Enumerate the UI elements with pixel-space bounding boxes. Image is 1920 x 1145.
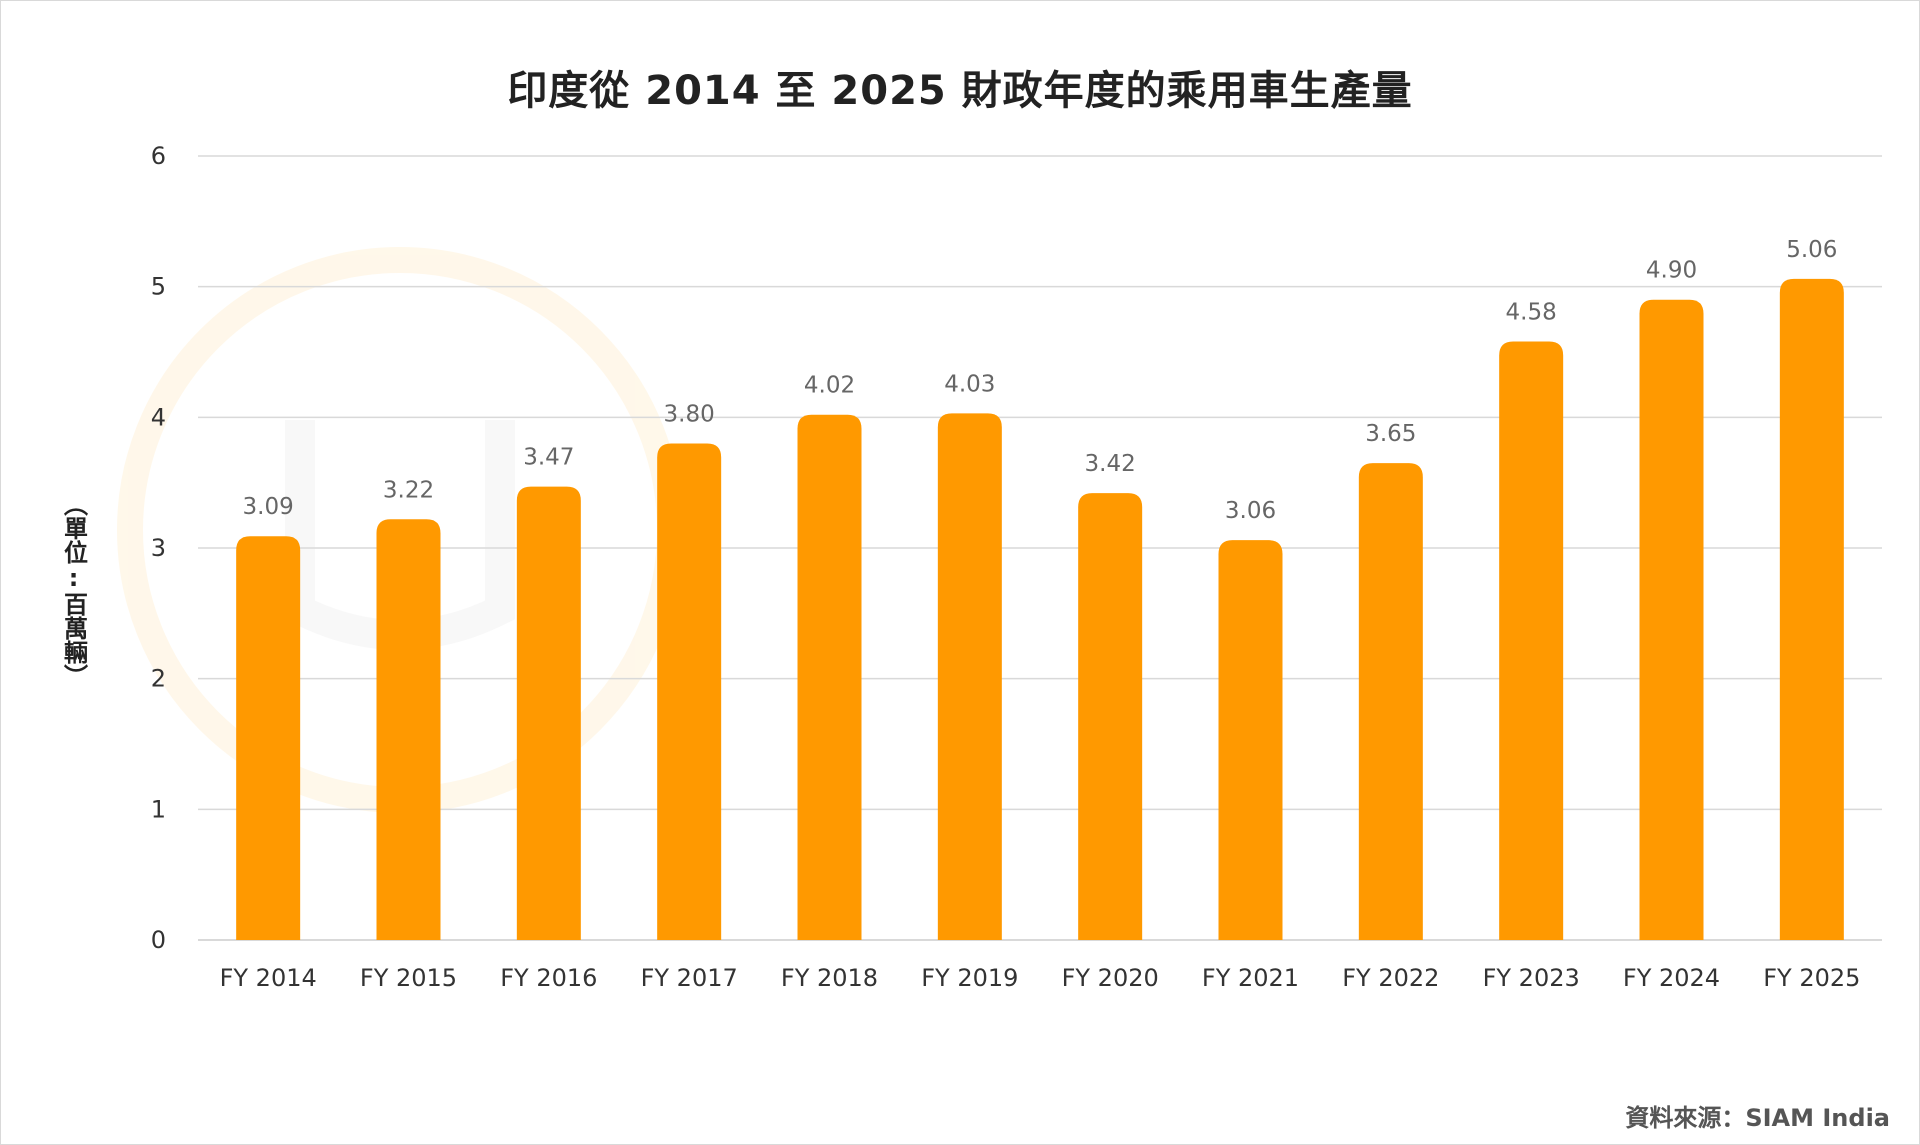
x-tick-label: FY 2017 — [641, 964, 738, 992]
y-tick-label: 5 — [151, 273, 166, 301]
x-tick-label: FY 2022 — [1342, 964, 1439, 992]
x-tick-label: FY 2024 — [1623, 964, 1720, 992]
x-tick-label: FY 2020 — [1062, 964, 1159, 992]
chart-title: 印度從 2014 至 2025 財政年度的乘用車生產量 — [507, 68, 1413, 114]
y-tick-label: 2 — [151, 665, 166, 693]
x-tick-label: FY 2014 — [220, 964, 317, 992]
data-label: 3.80 — [664, 401, 715, 427]
data-label: 3.65 — [1365, 421, 1416, 447]
data-label: 3.22 — [383, 477, 434, 503]
bar — [1779, 278, 1844, 940]
gridlines — [198, 155, 1882, 941]
y-tick-labels: 0 1 2 3 4 5 6 — [151, 142, 166, 954]
bar — [516, 486, 581, 940]
bar — [937, 413, 1002, 940]
data-label: 5.06 — [1786, 237, 1837, 263]
y-tick-label: 4 — [151, 403, 166, 431]
source-note: 資料來源：SIAM India — [1625, 1104, 1890, 1132]
bar — [797, 414, 862, 941]
bar — [1499, 341, 1564, 941]
x-tick-labels: FY 2014 FY 2015 FY 2016 FY 2017 FY 2018 FY 20… — [220, 964, 1861, 992]
y-axis-label: （單位:百萬輛） — [59, 492, 88, 688]
y-tick-label: 3 — [151, 534, 166, 562]
data-labels: 3.09 3.22 3.47 3.80 4.02 4.03 3.42 3.06 3.65 4.58… — [243, 237, 1838, 524]
bar — [657, 443, 722, 940]
bar — [1639, 299, 1704, 940]
bar — [1078, 493, 1143, 940]
x-tick-label: FY 2016 — [500, 964, 597, 992]
bar — [1358, 463, 1423, 940]
x-tick-label: FY 2015 — [360, 964, 457, 992]
x-tick-label: FY 2021 — [1202, 964, 1299, 992]
x-tick-label: FY 2018 — [781, 964, 878, 992]
data-label: 4.58 — [1506, 300, 1557, 326]
y-tick-label: 6 — [151, 142, 166, 170]
x-tick-label: FY 2023 — [1483, 964, 1580, 992]
x-tick-label: FY 2025 — [1763, 964, 1860, 992]
data-label: 3.06 — [1225, 498, 1276, 524]
x-tick-label: FY 2019 — [921, 964, 1018, 992]
y-tick-label: 0 — [151, 926, 166, 954]
y-tick-label: 1 — [151, 795, 166, 823]
bar — [376, 519, 441, 940]
data-label: 3.42 — [1085, 451, 1136, 477]
data-label: 3.47 — [523, 445, 574, 471]
data-label: 4.02 — [804, 373, 855, 399]
data-label: 3.09 — [243, 494, 294, 520]
bar — [1218, 540, 1283, 940]
data-label: 4.90 — [1646, 258, 1697, 284]
bar — [236, 536, 301, 940]
data-label: 4.03 — [944, 371, 995, 397]
bars — [236, 278, 1844, 941]
